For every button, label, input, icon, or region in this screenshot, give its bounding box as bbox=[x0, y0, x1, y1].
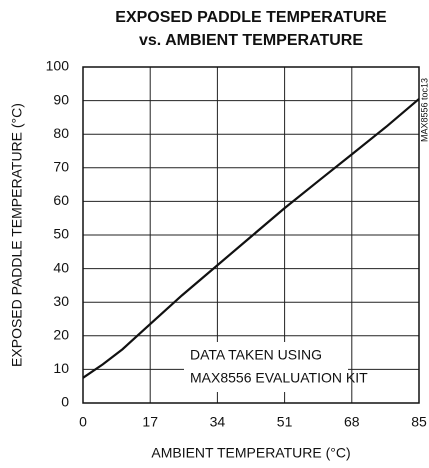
x-tick-label: 68 bbox=[344, 414, 360, 430]
chart-title: vs. AMBIENT TEMPERATURE bbox=[139, 32, 363, 49]
y-tick-label: 10 bbox=[53, 360, 69, 376]
y-tick-label: 0 bbox=[61, 394, 69, 410]
y-tick-label: 70 bbox=[53, 159, 69, 175]
x-tick-label: 17 bbox=[142, 414, 158, 430]
y-tick-label: 20 bbox=[53, 327, 69, 343]
y-tick-label: 90 bbox=[53, 91, 69, 107]
chart-title: EXPOSED PADDLE TEMPERATURE bbox=[115, 9, 387, 26]
y-tick-label: 80 bbox=[53, 125, 69, 141]
x-tick-label: 34 bbox=[210, 414, 226, 430]
y-axis-label: EXPOSED PADDLE TEMPERATURE (°C) bbox=[9, 103, 25, 367]
x-axis-label: AMBIENT TEMPERATURE (°C) bbox=[151, 445, 350, 461]
data-line bbox=[82, 98, 420, 379]
y-tick-label: 100 bbox=[46, 58, 70, 74]
annotation: MAX8556 EVALUATION KIT bbox=[190, 370, 368, 386]
annotation: DATA TAKEN USING bbox=[190, 347, 322, 363]
y-tick-label: 40 bbox=[53, 259, 69, 275]
y-tick-label: 50 bbox=[53, 226, 69, 242]
x-tick-label: 85 bbox=[411, 414, 427, 430]
x-tick-label: 0 bbox=[79, 414, 87, 430]
plot-frame bbox=[82, 66, 420, 404]
x-tick-label: 51 bbox=[277, 414, 293, 430]
y-tick-label: 30 bbox=[53, 293, 69, 309]
annotation-box bbox=[184, 342, 348, 392]
y-tick-label: 60 bbox=[53, 192, 69, 208]
side-label: MAX8556 toc13 bbox=[419, 78, 429, 142]
